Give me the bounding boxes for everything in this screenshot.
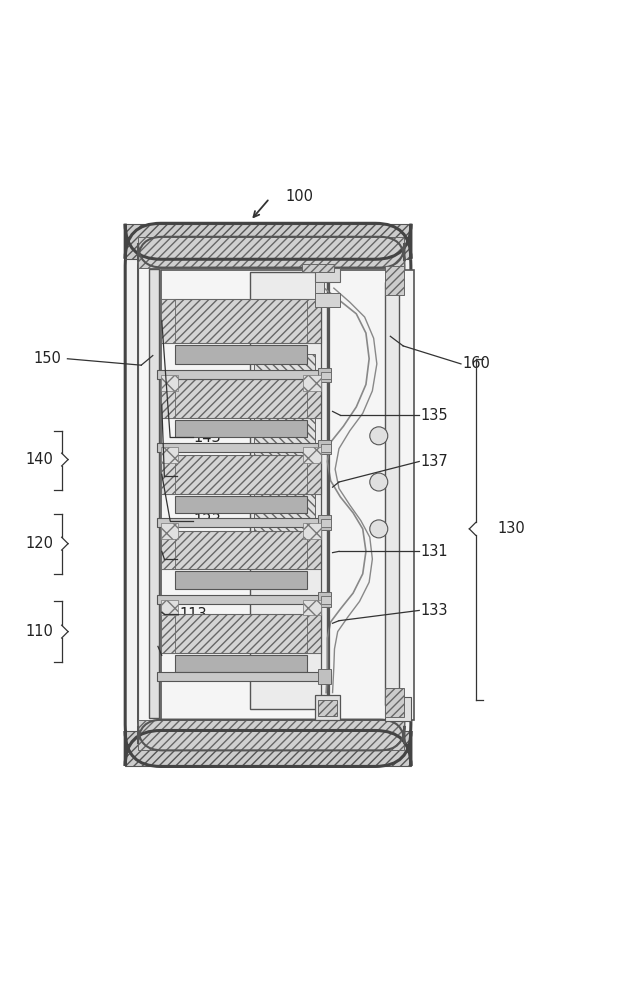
- Bar: [318, 269, 328, 718]
- Bar: [307, 614, 321, 653]
- Text: 137: 137: [421, 454, 448, 469]
- Bar: [175, 655, 307, 672]
- Bar: [157, 595, 324, 604]
- Bar: [254, 301, 315, 343]
- Bar: [160, 600, 178, 615]
- Bar: [303, 447, 321, 463]
- Bar: [254, 490, 315, 564]
- Bar: [175, 420, 307, 437]
- Text: 113: 113: [180, 607, 207, 622]
- Text: 150: 150: [33, 351, 61, 366]
- Text: 110: 110: [26, 624, 54, 639]
- Bar: [318, 440, 331, 454]
- Circle shape: [370, 473, 388, 491]
- Bar: [160, 523, 178, 539]
- Bar: [302, 264, 334, 272]
- Bar: [175, 345, 307, 364]
- Text: 131: 131: [421, 544, 448, 559]
- Bar: [160, 379, 175, 418]
- Bar: [307, 455, 321, 494]
- Bar: [157, 518, 324, 527]
- Bar: [160, 299, 175, 343]
- FancyBboxPatch shape: [125, 224, 411, 766]
- Bar: [149, 269, 159, 718]
- Bar: [160, 614, 175, 653]
- Bar: [318, 368, 331, 382]
- Bar: [160, 531, 321, 569]
- Bar: [250, 272, 327, 709]
- Bar: [307, 299, 321, 343]
- Bar: [160, 447, 178, 463]
- Bar: [321, 372, 331, 379]
- Bar: [307, 531, 321, 569]
- Bar: [318, 669, 331, 684]
- Text: 141: 141: [178, 469, 206, 484]
- Bar: [254, 417, 315, 474]
- Bar: [385, 688, 404, 717]
- Bar: [315, 293, 340, 307]
- Bar: [321, 596, 331, 604]
- Text: 123: 123: [194, 513, 221, 528]
- Bar: [385, 282, 399, 705]
- Bar: [138, 720, 404, 750]
- Bar: [157, 443, 324, 452]
- Bar: [385, 697, 411, 721]
- Bar: [160, 531, 175, 569]
- Bar: [318, 515, 331, 530]
- Bar: [318, 592, 331, 607]
- Bar: [315, 268, 340, 282]
- Bar: [315, 695, 340, 720]
- Bar: [318, 700, 337, 716]
- Bar: [303, 600, 321, 615]
- Bar: [160, 379, 321, 418]
- Text: 143: 143: [194, 430, 221, 445]
- Bar: [160, 614, 321, 653]
- Bar: [157, 672, 324, 681]
- Bar: [125, 731, 411, 766]
- Bar: [321, 444, 331, 452]
- Bar: [125, 224, 411, 259]
- Bar: [160, 455, 321, 494]
- Text: 140: 140: [26, 452, 54, 467]
- Bar: [303, 375, 321, 391]
- Text: 130: 130: [498, 521, 525, 536]
- Bar: [175, 571, 307, 589]
- Circle shape: [370, 520, 388, 538]
- Bar: [160, 299, 321, 343]
- FancyBboxPatch shape: [138, 237, 404, 750]
- Text: 100: 100: [286, 189, 314, 204]
- Text: 111: 111: [159, 639, 187, 654]
- Bar: [315, 282, 324, 295]
- Bar: [307, 379, 321, 418]
- Circle shape: [370, 427, 388, 445]
- Bar: [138, 237, 404, 268]
- Bar: [303, 523, 321, 539]
- Bar: [254, 354, 315, 405]
- Bar: [160, 375, 178, 391]
- Text: 160: 160: [462, 356, 490, 371]
- Bar: [160, 270, 414, 720]
- Text: 120: 120: [26, 536, 54, 551]
- Bar: [160, 455, 175, 494]
- Bar: [157, 370, 324, 379]
- Bar: [385, 266, 404, 295]
- Text: 135: 135: [421, 408, 448, 423]
- Text: 133: 133: [421, 603, 448, 618]
- Text: 121: 121: [178, 552, 206, 567]
- Bar: [321, 519, 331, 527]
- Bar: [175, 496, 307, 513]
